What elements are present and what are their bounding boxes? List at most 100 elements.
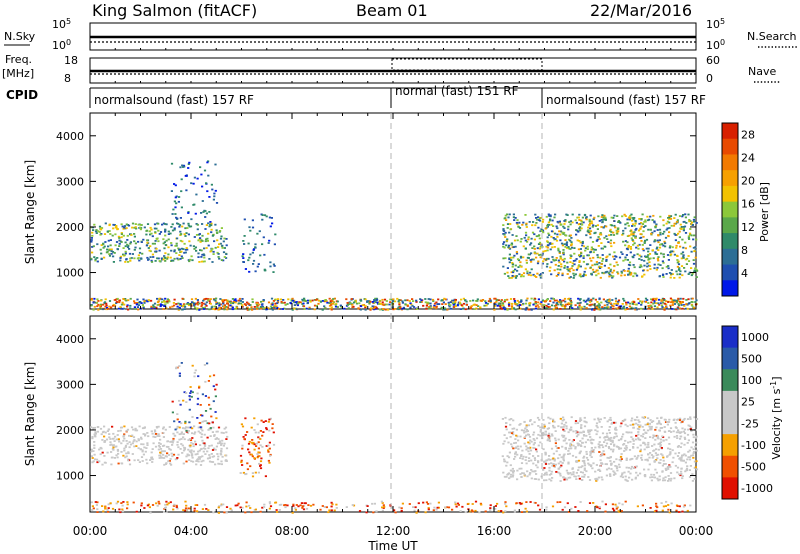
echo-cell bbox=[560, 242, 564, 245]
echo-cell bbox=[609, 475, 612, 477]
echo-cell bbox=[690, 426, 693, 429]
echo-cell bbox=[201, 414, 204, 417]
echo-cell bbox=[425, 501, 428, 504]
echo-cell bbox=[151, 235, 154, 238]
echo-cell bbox=[516, 445, 519, 448]
echo-cell bbox=[661, 435, 664, 438]
echo-cell bbox=[511, 475, 514, 478]
echo-cell bbox=[331, 300, 334, 303]
echo-cell bbox=[624, 223, 627, 226]
echo-cell bbox=[181, 225, 184, 228]
echo-cell bbox=[555, 306, 558, 309]
echo-cell bbox=[550, 433, 554, 436]
echo-cell bbox=[175, 427, 178, 430]
echo-cell bbox=[556, 447, 559, 450]
echo-cell bbox=[509, 464, 512, 467]
echo-cell bbox=[683, 504, 686, 507]
echo-cell bbox=[686, 307, 689, 310]
echo-cell bbox=[688, 469, 691, 471]
echo-cell bbox=[382, 308, 385, 310]
echo-cell bbox=[615, 507, 618, 510]
echo-cell bbox=[444, 303, 447, 305]
echo-cell bbox=[92, 245, 95, 248]
echo-cell bbox=[221, 244, 224, 247]
echo-cell bbox=[568, 235, 571, 237]
echo-cell bbox=[268, 441, 271, 444]
echo-cell bbox=[512, 419, 515, 422]
echo-cell bbox=[399, 306, 402, 309]
echo-cell bbox=[481, 299, 485, 301]
echo-cell bbox=[550, 230, 554, 233]
echo-cell bbox=[158, 260, 161, 262]
echo-cell bbox=[507, 216, 510, 219]
echo-cell bbox=[640, 222, 643, 224]
echo-cell bbox=[182, 509, 185, 511]
echo-cell bbox=[668, 246, 671, 249]
echo-cell bbox=[264, 475, 267, 478]
echo-cell bbox=[102, 246, 105, 249]
echo-cell bbox=[120, 502, 123, 504]
echo-cell bbox=[237, 502, 240, 505]
echo-cell bbox=[640, 255, 643, 258]
echo-cell bbox=[531, 231, 535, 234]
echo-cell bbox=[525, 299, 528, 302]
echo-cell bbox=[433, 304, 436, 307]
echo-cell bbox=[588, 429, 591, 432]
echo-cell bbox=[559, 501, 562, 503]
echo-cell bbox=[615, 432, 618, 435]
echo-cell bbox=[588, 433, 591, 436]
echo-cell bbox=[599, 459, 602, 462]
echo-cell bbox=[577, 443, 580, 445]
echo-cell bbox=[673, 300, 676, 303]
echo-cell bbox=[642, 429, 646, 431]
echo-cell bbox=[188, 421, 191, 424]
echo-cell bbox=[252, 248, 256, 250]
echo-cell bbox=[458, 301, 461, 304]
echo-cell bbox=[184, 175, 187, 177]
echo-cell bbox=[183, 165, 186, 168]
echo-cell bbox=[637, 229, 641, 232]
echo-cell bbox=[243, 243, 246, 245]
echo-cell bbox=[304, 300, 307, 302]
echo-cell bbox=[154, 430, 157, 433]
echo-cell bbox=[634, 229, 637, 231]
echo-cell bbox=[684, 247, 687, 250]
echo-cell bbox=[261, 305, 265, 308]
echo-cell bbox=[521, 457, 524, 460]
echo-cell bbox=[613, 258, 616, 260]
echo-cell bbox=[272, 300, 275, 302]
echo-cell bbox=[659, 215, 662, 218]
echo-cell bbox=[595, 240, 599, 242]
echo-cell bbox=[540, 459, 543, 462]
echo-cell bbox=[596, 224, 599, 227]
echo-cell bbox=[571, 221, 574, 224]
echo-cell bbox=[664, 467, 667, 470]
cpid-segment-1: normalsound (fast) 157 RF bbox=[94, 93, 254, 107]
echo-cell bbox=[94, 501, 97, 503]
echo-cell bbox=[420, 301, 423, 303]
echo-cell bbox=[104, 298, 107, 301]
echo-cell bbox=[591, 241, 595, 243]
echo-cell bbox=[157, 448, 160, 451]
echo-cell bbox=[606, 306, 609, 309]
echo-cell bbox=[192, 445, 195, 448]
echo-cell bbox=[606, 299, 609, 301]
echo-cell bbox=[526, 240, 529, 243]
echo-cell bbox=[684, 232, 688, 234]
echo-cell bbox=[165, 511, 168, 514]
echo-cell bbox=[679, 421, 683, 424]
echo-cell bbox=[494, 297, 497, 300]
echo-cell bbox=[588, 430, 592, 433]
echo-cell bbox=[557, 457, 560, 460]
echo-cell bbox=[550, 243, 553, 245]
echo-cell bbox=[695, 276, 698, 278]
echo-cell bbox=[663, 479, 667, 482]
echo-cell bbox=[340, 307, 343, 310]
echo-cell bbox=[581, 441, 584, 444]
echo-cell bbox=[327, 511, 330, 514]
echo-cell bbox=[231, 302, 234, 305]
echo-cell bbox=[596, 430, 599, 433]
echo-cell bbox=[92, 460, 95, 463]
echo-cell bbox=[674, 426, 677, 429]
